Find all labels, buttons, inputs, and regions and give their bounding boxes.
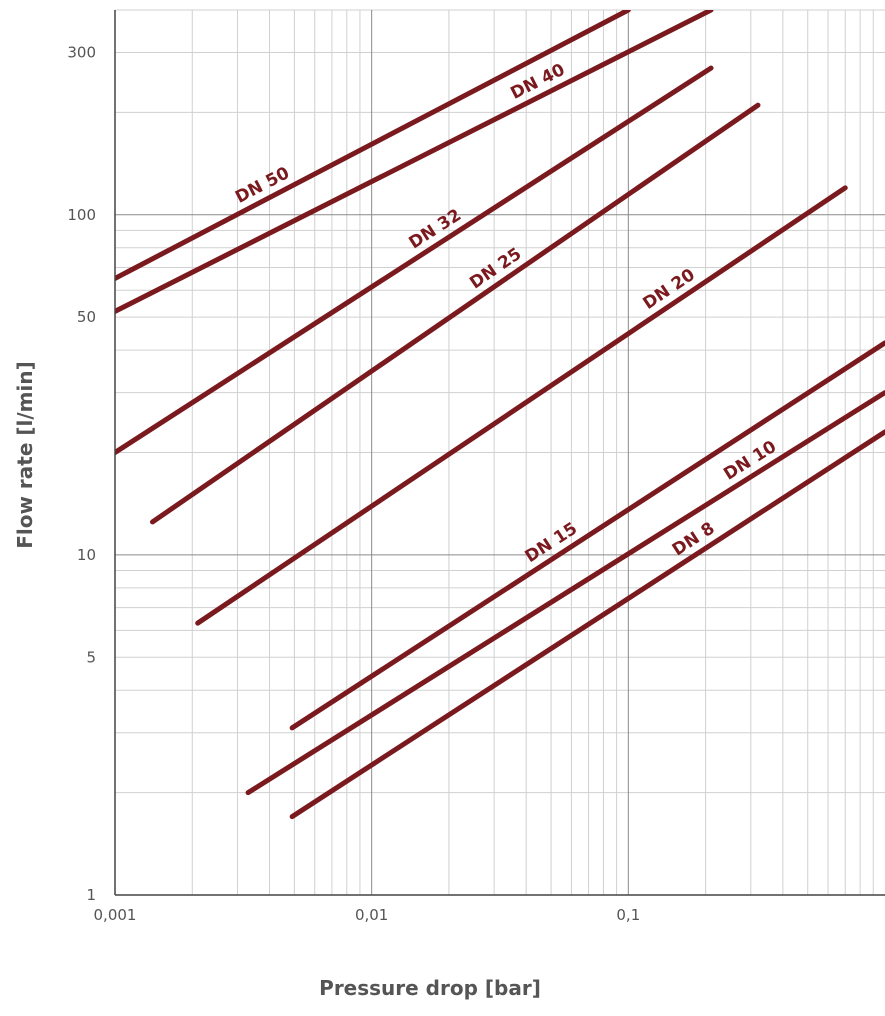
- series-line-dn8: [289, 429, 885, 820]
- series-line-dn25: [150, 102, 761, 525]
- grid-major: [114, 10, 885, 895]
- x-tick-label: 0,001: [94, 906, 137, 924]
- y-tick-label: 5: [86, 648, 96, 666]
- series-line-dn10: [245, 390, 885, 796]
- x-tick-label: 0,01: [355, 906, 388, 924]
- series-line-dn40: [115, 10, 714, 314]
- y-tick-label: 50: [77, 308, 96, 326]
- y-tick-label: 1: [86, 886, 96, 904]
- series-line-dn50: [115, 10, 631, 281]
- y-tick-label: 10: [77, 546, 96, 564]
- y-axis-title: Flow rate [l/min]: [13, 361, 37, 549]
- y-tick-label: 100: [67, 206, 96, 224]
- series-line-dn15: [289, 340, 885, 731]
- tick-labels: 0,001 0,01 0,1 1 5 10 50 100 300: [67, 43, 640, 924]
- x-tick-label: 0,1: [616, 906, 640, 924]
- series-line-dn32: [115, 65, 714, 455]
- x-axis-title: Pressure drop [bar]: [319, 976, 541, 1000]
- series-line-dn20: [195, 185, 848, 626]
- series-lines: [115, 10, 885, 820]
- y-tick-label: 300: [67, 43, 96, 61]
